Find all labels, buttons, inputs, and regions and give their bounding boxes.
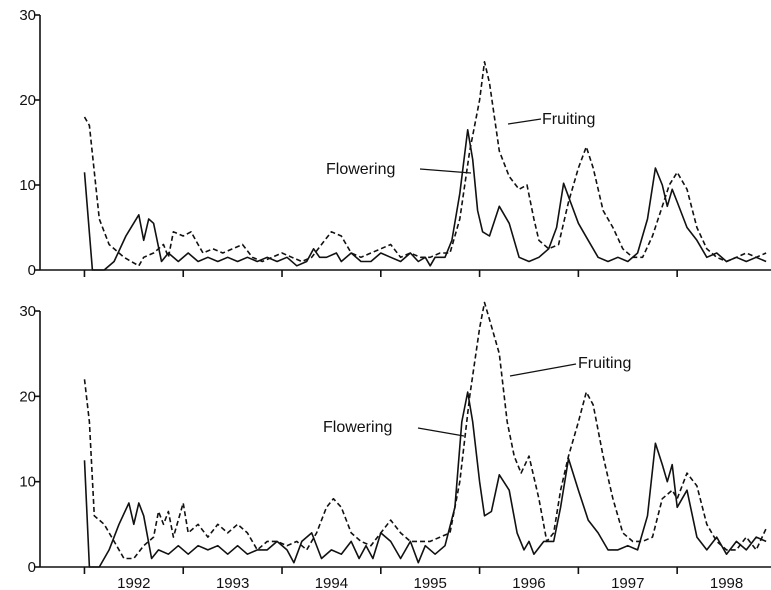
x-tick-label: 1997	[611, 575, 644, 590]
y-tick-label: 0	[28, 559, 36, 576]
x-tick-label: 1996	[512, 575, 545, 590]
y-tick-label: 0	[28, 262, 36, 279]
flowering-label: Flowering	[323, 419, 392, 436]
x-tick-label: 1995	[414, 575, 447, 590]
top-panel: 0 10 20 30 Fruiting Flowering	[19, 7, 771, 279]
y-tick-label: 10	[19, 177, 36, 194]
flowering-label: Flowering	[326, 161, 395, 178]
flowering-leader-line	[417, 427, 465, 437]
y-tick-label: 30	[19, 7, 36, 24]
y-tick-label: 10	[19, 474, 36, 491]
flowering-leader-line	[419, 168, 472, 174]
x-tick-label: 1992	[117, 575, 150, 590]
fruiting-leader-line	[507, 118, 542, 125]
fruiting-series-line	[83, 61, 767, 267]
x-tick-label: 1994	[315, 575, 348, 590]
fruiting-label: Fruiting	[578, 355, 631, 372]
y-tick-label: 20	[19, 388, 36, 405]
fruiting-label: Fruiting	[542, 111, 595, 128]
flowering-series-line	[83, 129, 767, 271]
bottom-panel: 0 10 20 30 1992 1993 1994 1995 1996 1997 1998 Fruit…	[19, 301, 771, 590]
y-tick-label: 20	[19, 92, 36, 109]
fruiting-series-line	[83, 301, 767, 560]
fruiting-leader-line	[509, 363, 577, 377]
x-tick-label: 1993	[216, 575, 249, 590]
x-tick-label: 1998	[710, 575, 743, 590]
y-tick-label: 30	[19, 303, 36, 320]
flowering-series-line	[83, 391, 767, 568]
